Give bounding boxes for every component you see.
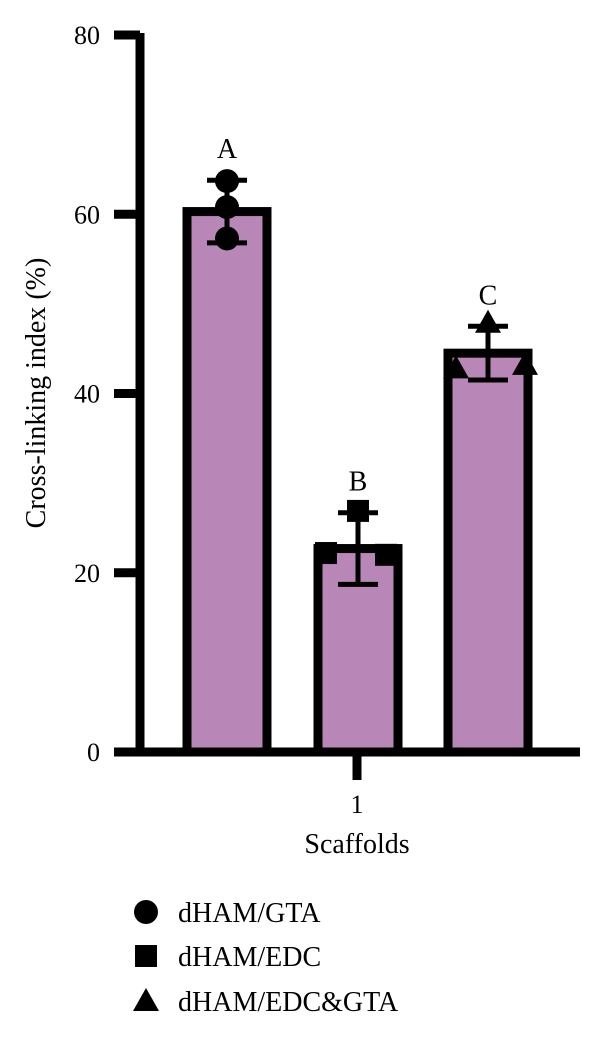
legend-label: dHAM/GTA xyxy=(178,898,321,929)
bar-group: C xyxy=(443,280,538,757)
x-axis-label: Scaffolds xyxy=(304,829,409,860)
y-tick-label: 0 xyxy=(87,738,100,767)
data-point-square xyxy=(315,542,337,565)
data-point-circle xyxy=(215,195,239,220)
y-tick-label: 60 xyxy=(74,200,100,229)
legend-item: dHAM/GTA xyxy=(134,898,321,929)
bar-group: A xyxy=(182,134,272,757)
y-tick-label: 80 xyxy=(74,21,100,50)
legend-item: dHAM/EDC xyxy=(135,942,321,973)
data-point-square xyxy=(135,945,157,967)
data-point-square xyxy=(375,543,397,566)
bar xyxy=(182,207,272,757)
data-point-triangle xyxy=(443,355,469,379)
bar-group: B xyxy=(313,467,403,757)
data-point-circle xyxy=(215,169,239,194)
y-ticks-layer: 0 20 40 60 80 xyxy=(74,21,140,767)
y-tick-label: 20 xyxy=(74,559,100,588)
y-tick-label: 40 xyxy=(74,380,100,409)
significance-letter: B xyxy=(349,467,368,498)
significance-letter: A xyxy=(217,134,238,165)
legend-item: dHAM/EDC&GTA xyxy=(133,987,399,1018)
legend: dHAM/GTA dHAM/EDC dHAM/EDC&GTA xyxy=(133,898,399,1018)
data-point-triangle xyxy=(512,351,538,375)
y-axis-label: Cross-linking index (%) xyxy=(21,258,52,529)
bar xyxy=(443,348,533,757)
data-point-triangle xyxy=(133,988,159,1011)
legend-label: dHAM/EDC xyxy=(178,942,321,973)
bars-layer: A B C xyxy=(182,134,538,757)
data-point-square xyxy=(347,499,369,522)
legend-label: dHAM/EDC&GTA xyxy=(178,987,399,1018)
data-point-triangle xyxy=(475,309,501,333)
data-point-circle xyxy=(215,226,239,251)
significance-letter: C xyxy=(479,280,498,311)
data-point-circle xyxy=(134,900,158,924)
x-tick-label: 1 xyxy=(351,790,364,819)
